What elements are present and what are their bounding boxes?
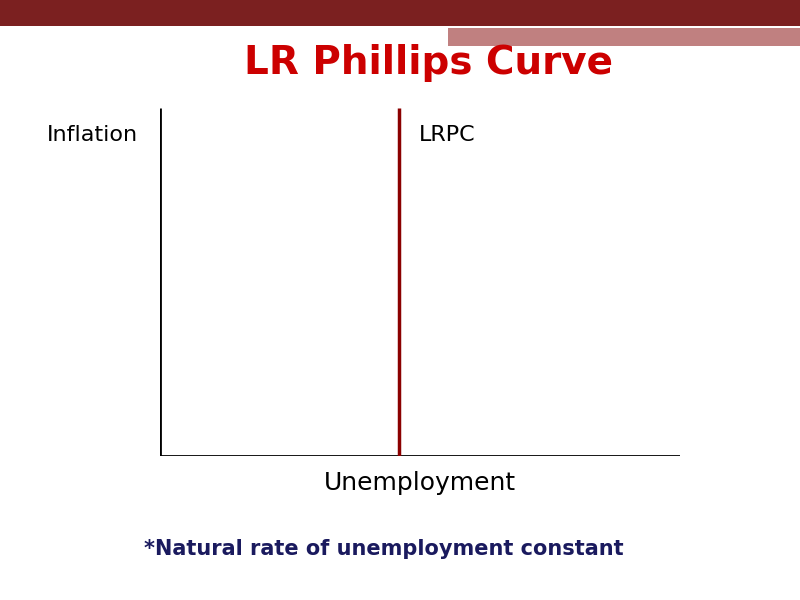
Text: Unemployment: Unemployment — [324, 471, 516, 495]
Text: LRPC: LRPC — [419, 125, 476, 145]
Text: *Natural rate of unemployment constant: *Natural rate of unemployment constant — [144, 539, 624, 559]
Text: LR Phillips Curve: LR Phillips Curve — [243, 44, 613, 82]
Text: Inflation: Inflation — [46, 125, 138, 145]
